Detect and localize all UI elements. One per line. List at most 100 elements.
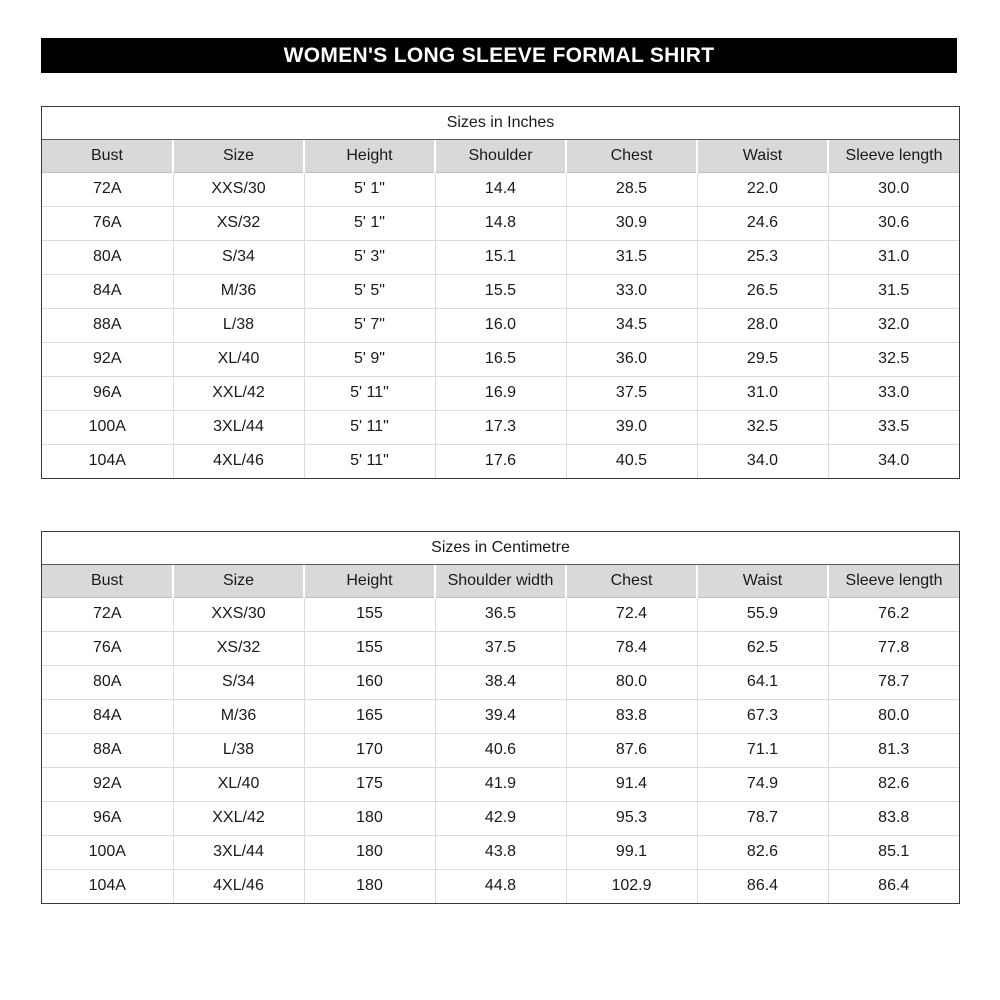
- table-cell: 96A: [42, 375, 173, 410]
- table-cell: 76A: [42, 205, 173, 240]
- column-header: Waist: [696, 140, 828, 173]
- table-row: 92A XL/40 175 41.9 91.4 74.9 82.6: [42, 766, 959, 801]
- table-cell: 92A: [42, 766, 173, 801]
- table-cell: 16.9: [434, 375, 566, 410]
- column-header: Shoulder width: [434, 565, 566, 598]
- table-cell: 104A: [42, 868, 173, 903]
- table-cell: 80.0: [565, 664, 697, 699]
- table-row: 88A L/38 170 40.6 87.6 71.1 81.3: [42, 732, 959, 767]
- table-cell: 78.7: [696, 800, 828, 835]
- table-cell: 5' 1": [303, 205, 435, 240]
- table-cell: 165: [303, 698, 435, 733]
- table-cell: 160: [303, 664, 435, 699]
- table-cell: 15.1: [434, 239, 566, 274]
- table-cell: S/34: [172, 664, 304, 699]
- table-cell: 92A: [42, 341, 173, 376]
- table-cell: 3XL/44: [172, 834, 304, 869]
- table-cell: 104A: [42, 443, 173, 478]
- table-cell: 77.8: [827, 630, 959, 665]
- table-row: 84A M/36 165 39.4 83.8 67.3 80.0: [42, 698, 959, 733]
- table-cell: 14.8: [434, 205, 566, 240]
- table-cell: 33.0: [565, 273, 697, 308]
- inches-table-title: Sizes in Inches: [42, 107, 959, 140]
- table-cell: 16.0: [434, 307, 566, 342]
- table-cell: 180: [303, 868, 435, 903]
- table-cell: 4XL/46: [172, 443, 304, 478]
- table-row: 100A 3XL/44 180 43.8 99.1 82.6 85.1: [42, 834, 959, 869]
- table-cell: 5' 7": [303, 307, 435, 342]
- table-cell: 14.4: [434, 172, 566, 206]
- inches-size-table-section: Sizes in Inches Bust Size Height Shoulder Ch…: [41, 106, 960, 479]
- table-cell: 78.4: [565, 630, 697, 665]
- table-cell: 88A: [42, 307, 173, 342]
- inches-table-header: Bust Size Height Shoulder Chest Waist Sleeve l…: [42, 140, 959, 173]
- column-header: Bust: [42, 140, 173, 173]
- table-cell: 82.6: [827, 766, 959, 801]
- table-cell: 83.8: [827, 800, 959, 835]
- table-cell: 88A: [42, 732, 173, 767]
- table-cell: 16.5: [434, 341, 566, 376]
- table-cell: 31.5: [565, 239, 697, 274]
- table-cell: 38.4: [434, 664, 566, 699]
- table-cell: 34.0: [827, 443, 959, 478]
- table-row: 76A XS/32 5' 1" 14.8 30.9 24.6 30.6: [42, 205, 959, 240]
- table-cell: 64.1: [696, 664, 828, 699]
- table-cell: 32.0: [827, 307, 959, 342]
- table-cell: 76A: [42, 630, 173, 665]
- table-cell: 81.3: [827, 732, 959, 767]
- table-cell: 33.0: [827, 375, 959, 410]
- table-cell: 82.6: [696, 834, 828, 869]
- table-cell: 91.4: [565, 766, 697, 801]
- table-cell: 5' 11": [303, 409, 435, 444]
- table-cell: 17.3: [434, 409, 566, 444]
- table-cell: 5' 11": [303, 443, 435, 478]
- table-cell: S/34: [172, 239, 304, 274]
- table-cell: 67.3: [696, 698, 828, 733]
- centimetre-size-table: Bust Size Height Shoulder width Chest Waist Sl…: [42, 565, 959, 903]
- table-cell: XS/32: [172, 205, 304, 240]
- table-cell: 100A: [42, 834, 173, 869]
- table-cell: XXS/30: [172, 597, 304, 631]
- table-cell: 5' 9": [303, 341, 435, 376]
- table-cell: 96A: [42, 800, 173, 835]
- centimetre-table-body: 72A XXS/30 155 36.5 72.4 55.9 76.2 76A XS/32 155 3…: [42, 597, 959, 903]
- table-cell: 32.5: [696, 409, 828, 444]
- table-cell: 86.4: [696, 868, 828, 903]
- table-cell: 72A: [42, 172, 173, 206]
- table-cell: 36.5: [434, 597, 566, 631]
- table-cell: 85.1: [827, 834, 959, 869]
- table-row: 72A XXS/30 155 36.5 72.4 55.9 76.2: [42, 597, 959, 631]
- table-cell: 44.8: [434, 868, 566, 903]
- table-cell: 25.3: [696, 239, 828, 274]
- table-row: 104A 4XL/46 180 44.8 102.9 86.4 86.4: [42, 868, 959, 903]
- table-row: 80A S/34 5' 3" 15.1 31.5 25.3 31.0: [42, 239, 959, 274]
- table-cell: 30.6: [827, 205, 959, 240]
- table-cell: XXS/30: [172, 172, 304, 206]
- table-cell: 31.5: [827, 273, 959, 308]
- inches-table-body: 72A XXS/30 5' 1" 14.4 28.5 22.0 30.0 76A XS/32 5'…: [42, 172, 959, 478]
- table-cell: 37.5: [565, 375, 697, 410]
- table-cell: 40.5: [565, 443, 697, 478]
- table-cell: 72A: [42, 597, 173, 631]
- centimetre-size-table-section: Sizes in Centimetre Bust Size Height Should…: [41, 531, 960, 904]
- column-header: Bust: [42, 565, 173, 598]
- column-header: Size: [172, 140, 304, 173]
- table-cell: 87.6: [565, 732, 697, 767]
- table-cell: 83.8: [565, 698, 697, 733]
- table-cell: 102.9: [565, 868, 697, 903]
- table-cell: 76.2: [827, 597, 959, 631]
- centimetre-table-header: Bust Size Height Shoulder width Chest Waist Sl…: [42, 565, 959, 598]
- page-title-bar: WOMEN'S LONG SLEEVE FORMAL SHIRT: [41, 38, 957, 73]
- column-header: Shoulder: [434, 140, 566, 173]
- table-row: 72A XXS/30 5' 1" 14.4 28.5 22.0 30.0: [42, 172, 959, 206]
- table-cell: 55.9: [696, 597, 828, 631]
- table-cell: 39.4: [434, 698, 566, 733]
- table-cell: 78.7: [827, 664, 959, 699]
- table-cell: 37.5: [434, 630, 566, 665]
- table-cell: 28.0: [696, 307, 828, 342]
- table-cell: 5' 11": [303, 375, 435, 410]
- table-cell: 33.5: [827, 409, 959, 444]
- table-cell: 74.9: [696, 766, 828, 801]
- table-cell: 5' 1": [303, 172, 435, 206]
- table-cell: 71.1: [696, 732, 828, 767]
